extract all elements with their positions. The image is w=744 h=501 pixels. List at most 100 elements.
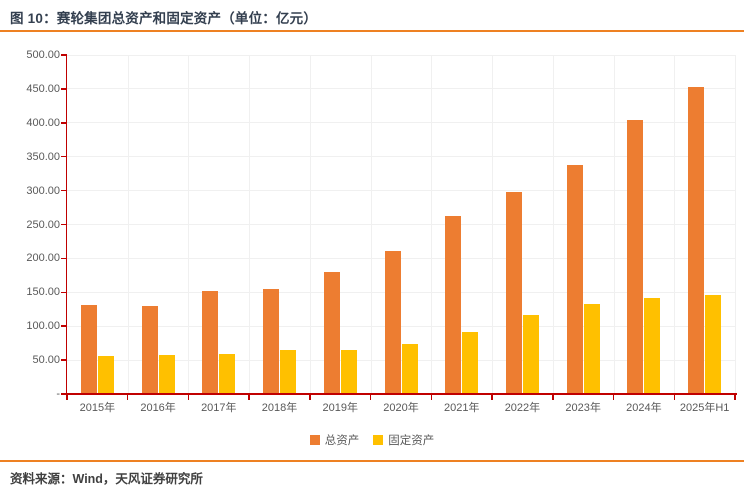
top-divider — [0, 30, 744, 32]
v-gridline — [674, 55, 676, 394]
x-tick — [187, 394, 190, 400]
v-gridline — [188, 55, 190, 394]
y-tick — [61, 291, 67, 294]
x-tick-label: 2022年 — [504, 402, 541, 414]
v-gridline — [431, 55, 433, 394]
h-gridline — [67, 224, 735, 225]
x-tick — [248, 394, 250, 400]
v-gridline — [309, 55, 311, 394]
x-tick — [552, 394, 554, 400]
h-gridline — [67, 88, 735, 90]
v-gridline — [613, 55, 615, 394]
y-tick — [61, 189, 67, 192]
x-tick — [430, 394, 433, 400]
x-tick-label: 2020年 — [383, 402, 419, 414]
x-tick-label: 2025年H1 — [679, 402, 730, 414]
x-tick-label: 2018年 — [261, 402, 298, 414]
bar-fixed-assets — [644, 298, 661, 393]
y-tick — [61, 122, 67, 124]
bar-total-assets — [627, 120, 644, 393]
y-tick — [61, 325, 67, 327]
x-tick — [66, 394, 68, 400]
x-tick-label: 2019年 — [322, 402, 358, 414]
y-tick-label: 150.00 — [26, 286, 60, 299]
y-tick — [61, 88, 67, 90]
h-gridline — [67, 359, 735, 361]
x-tick — [612, 394, 615, 400]
h-gridline — [67, 122, 735, 124]
bar-total-assets — [505, 191, 522, 393]
source-note: 资料来源：Wind，天风证券研究所 — [10, 472, 203, 486]
y-tick-label: - — [56, 388, 60, 400]
x-tick — [309, 394, 311, 400]
legend-item-fixed-assets: 固定资产 — [373, 432, 434, 448]
legend-swatch-fixed-assets — [373, 435, 384, 445]
bar-total-assets — [323, 271, 340, 393]
bar-total-assets — [445, 216, 462, 393]
bar-total-assets — [80, 304, 97, 393]
x-tick-label: 2016年 — [140, 402, 176, 414]
y-tick — [61, 393, 67, 395]
bar-total-assets — [202, 291, 219, 393]
y-tick-label: 450.00 — [26, 82, 60, 95]
y-tick-label: 500.00 — [26, 49, 60, 61]
bar-fixed-assets — [705, 294, 722, 393]
x-tick — [734, 394, 736, 400]
h-gridline — [67, 54, 735, 56]
legend-item-total-assets: 总资产 — [309, 432, 360, 448]
y-tick — [61, 223, 67, 226]
x-tick-label: 2023年 — [565, 402, 601, 414]
bar-fixed-assets — [158, 355, 175, 393]
x-tick-label: 2017年 — [201, 402, 237, 414]
x-tick-label: 2015年 — [79, 402, 116, 414]
bar-chart: - 50.00 100.00 150.00 200.00 250.00 300.00 350.… — [26, 49, 737, 414]
y-tick — [61, 359, 67, 361]
figure-title: 图 10：赛轮集团总资产和固定资产（单位：亿元） — [10, 11, 318, 26]
x-tick-label: 2021年 — [443, 402, 480, 414]
y-tick-label: 400.00 — [26, 116, 60, 129]
bar-total-assets — [384, 250, 401, 393]
x-tick — [673, 394, 676, 400]
bar-fixed-assets — [401, 344, 418, 393]
bar-fixed-assets — [340, 349, 357, 393]
y-tick-label: 300.00 — [26, 184, 60, 197]
v-gridline — [127, 55, 129, 394]
legend-label-fixed-assets: 固定资产 — [388, 435, 435, 447]
h-gridline — [67, 291, 735, 293]
legend-swatch-total-assets — [309, 435, 320, 445]
h-gridline — [67, 156, 735, 158]
bar-fixed-assets — [219, 353, 236, 393]
v-gridline — [492, 55, 494, 394]
x-tick — [369, 394, 372, 400]
h-gridline — [67, 325, 735, 327]
x-tick — [491, 394, 493, 400]
bar-total-assets — [263, 289, 280, 393]
y-tick-label: 200.00 — [26, 252, 60, 265]
y-tick-label: 50.00 — [32, 354, 60, 367]
chart-legend: 总资产 固定资产 — [0, 432, 744, 448]
bar-fixed-assets — [583, 304, 600, 393]
h-gridline — [67, 190, 735, 192]
x-tick-label: 2024年 — [626, 402, 662, 414]
v-gridline — [735, 55, 736, 394]
y-tick — [61, 155, 67, 158]
bar-fixed-assets — [280, 350, 297, 393]
bar-total-assets — [566, 164, 583, 393]
bar-total-assets — [688, 86, 705, 393]
h-gridline — [67, 257, 735, 259]
bar-total-assets — [141, 305, 158, 393]
y-tick — [61, 54, 67, 56]
y-tick-label: 350.00 — [26, 150, 60, 163]
bar-fixed-assets — [97, 355, 114, 393]
legend-label-total-assets: 总资产 — [324, 435, 360, 447]
bar-fixed-assets — [522, 315, 539, 393]
y-tick-label: 250.00 — [26, 218, 60, 231]
v-gridline — [552, 55, 554, 394]
y-axis-line — [65, 54, 67, 395]
x-tick — [126, 394, 129, 400]
v-gridline — [370, 55, 372, 394]
bottom-divider — [0, 460, 744, 462]
bar-fixed-assets — [462, 331, 479, 393]
y-tick-label: 100.00 — [26, 320, 60, 333]
